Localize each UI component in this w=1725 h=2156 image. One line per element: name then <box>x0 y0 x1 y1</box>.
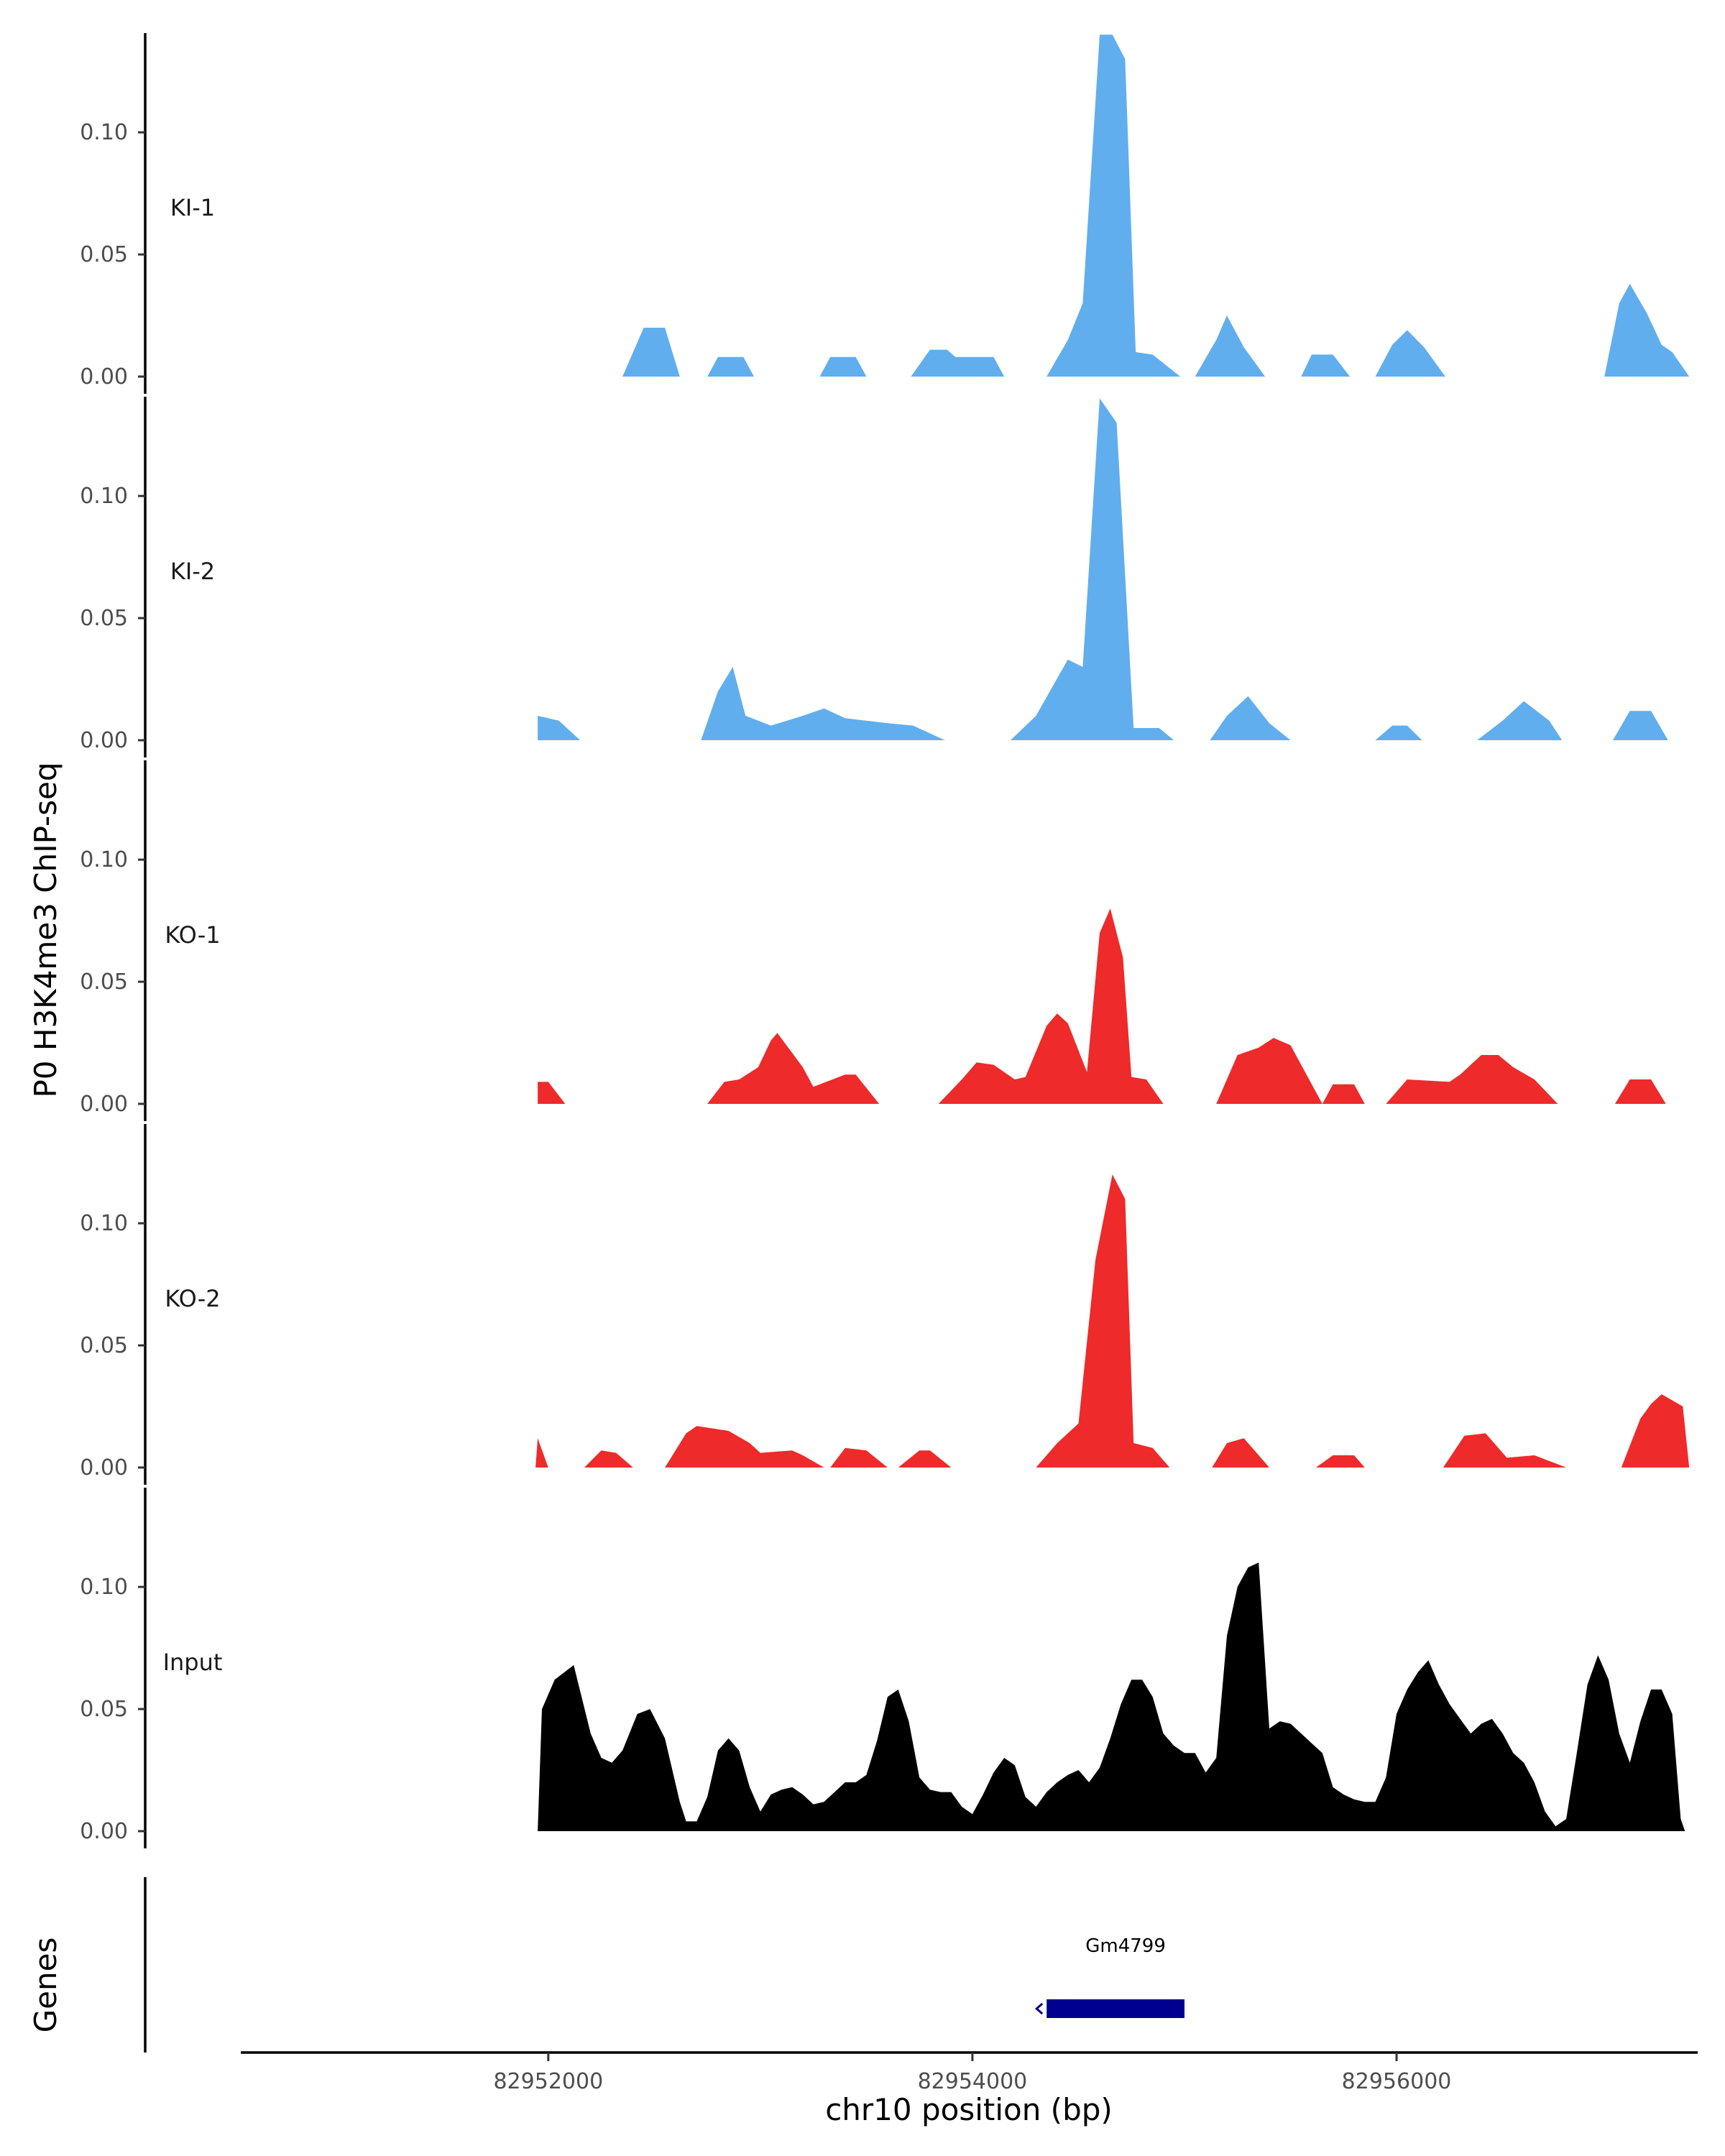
coverage-tracks: 0.00 0.05 0.10 KI-1 0.00 0.05 0.10 KI-2 0.00 0.05… <box>80 33 1690 1848</box>
y-tick-label: 0.10 <box>80 120 128 145</box>
y-tick-label: 0.05 <box>80 606 128 631</box>
coverage-area-ki-2 <box>1613 711 1668 740</box>
track-label-ki-1: KI-1 <box>170 194 215 221</box>
track-label-ko-2: KO-2 <box>165 1285 220 1312</box>
y-tick-label: 0.00 <box>80 364 128 390</box>
coverage-area-ki-2 <box>538 716 581 740</box>
coverage-area-ko-2 <box>898 1450 952 1468</box>
coverage-area-ko-2 <box>1212 1438 1269 1468</box>
coverage-area-ki-1 <box>1375 330 1445 377</box>
coverage-area-ki-1 <box>1604 283 1690 377</box>
coverage-area-ko-1 <box>1386 1055 1558 1104</box>
coverage-area-ki-2 <box>1210 696 1291 740</box>
gene-label-gm4799: Gm4799 <box>1085 1935 1166 1957</box>
coverage-area-ko-2 <box>1443 1433 1567 1468</box>
x-tick-label: 82956000 <box>1342 2069 1452 2094</box>
coverage-area-ko-2 <box>1036 1174 1170 1468</box>
y-tick-label: 0.00 <box>80 1455 128 1480</box>
coverage-area-ki-1 <box>1195 315 1266 377</box>
y-tick-label: 0.10 <box>80 484 128 509</box>
track-label-ki-2: KI-2 <box>170 558 215 585</box>
coverage-area-ko-1 <box>707 1033 880 1104</box>
x-tick-label: 82954000 <box>918 2069 1028 2094</box>
y-tick-label: 0.10 <box>80 847 128 872</box>
track-ki-1: 0.00 0.05 0.10 KI-1 <box>80 33 1690 394</box>
coverage-area-ki-1 <box>1301 354 1351 377</box>
coverage-area-ko-1 <box>938 908 1164 1104</box>
gene-annotation-track: Genes Gm4799 <box>28 1877 1184 2053</box>
y-tick-label: 0.10 <box>80 1575 128 1600</box>
y-tick-label: 0.05 <box>80 1697 128 1722</box>
coverage-area-ki-2 <box>1375 725 1422 740</box>
y-tick-label: 0.05 <box>80 1333 128 1358</box>
coverage-area-ko-1 <box>1216 1038 1322 1104</box>
y-tick-label: 0.05 <box>80 969 128 995</box>
track-ko-1: 0.00 0.05 0.10 KO-1 <box>80 760 1666 1121</box>
coverage-area-ko-1 <box>1322 1084 1365 1104</box>
coverage-area-ko-1 <box>538 1082 566 1104</box>
coverage-area-ki-1 <box>622 328 680 377</box>
y-tick-label: 0.10 <box>80 1211 128 1236</box>
coverage-area-ko-2 <box>665 1426 824 1468</box>
coverage-area-ki-2 <box>1477 701 1563 740</box>
coverage-area-ki-1 <box>911 349 1005 377</box>
coverage-area-ko-2 <box>1621 1394 1690 1468</box>
x-axis-title: chr10 position (bp) <box>825 2092 1113 2127</box>
coverage-area-ko-2 <box>535 1438 548 1468</box>
y-tick-label: 0.00 <box>80 1092 128 1117</box>
y-axis-title: P0 H3K4me3 ChIP-seq <box>28 762 63 1097</box>
gene-strand-arrow <box>1034 2002 1044 2015</box>
track-label-input: Input <box>163 1649 223 1676</box>
coverage-area-ki-2 <box>1011 398 1174 740</box>
coverage-area-ko-2 <box>1315 1455 1365 1468</box>
coverage-area-ko-1 <box>1614 1079 1666 1104</box>
y-tick-label: 0.00 <box>80 1819 128 1844</box>
y-tick-label: 0.00 <box>80 728 128 753</box>
coverage-area-ko-2 <box>830 1447 888 1468</box>
x-tick-label: 82952000 <box>493 2069 603 2094</box>
coverage-area-input <box>538 1562 1685 1831</box>
coverage-area-ko-2 <box>584 1450 633 1468</box>
gene-body-gm4799 <box>1046 1999 1184 2018</box>
coverage-area-ki-1 <box>819 356 867 377</box>
coverage-area-ki-1 <box>707 356 754 377</box>
coverage-area-ki-1 <box>1046 34 1181 377</box>
track-ko-2: 0.00 0.05 0.10 KO-2 <box>80 1124 1690 1485</box>
track-input: 0.00 0.05 0.10 Input <box>80 1488 1685 1848</box>
coverage-area-ki-2 <box>701 667 945 740</box>
y-tick-label: 0.05 <box>80 242 128 267</box>
track-ki-2: 0.00 0.05 0.10 KI-2 <box>80 397 1668 757</box>
track-label-ko-1: KO-1 <box>165 921 220 949</box>
gene-track-label: Genes <box>28 1938 63 2033</box>
x-axis: chr10 position (bp) 82952000 82954000 8295… <box>241 2051 1698 2127</box>
